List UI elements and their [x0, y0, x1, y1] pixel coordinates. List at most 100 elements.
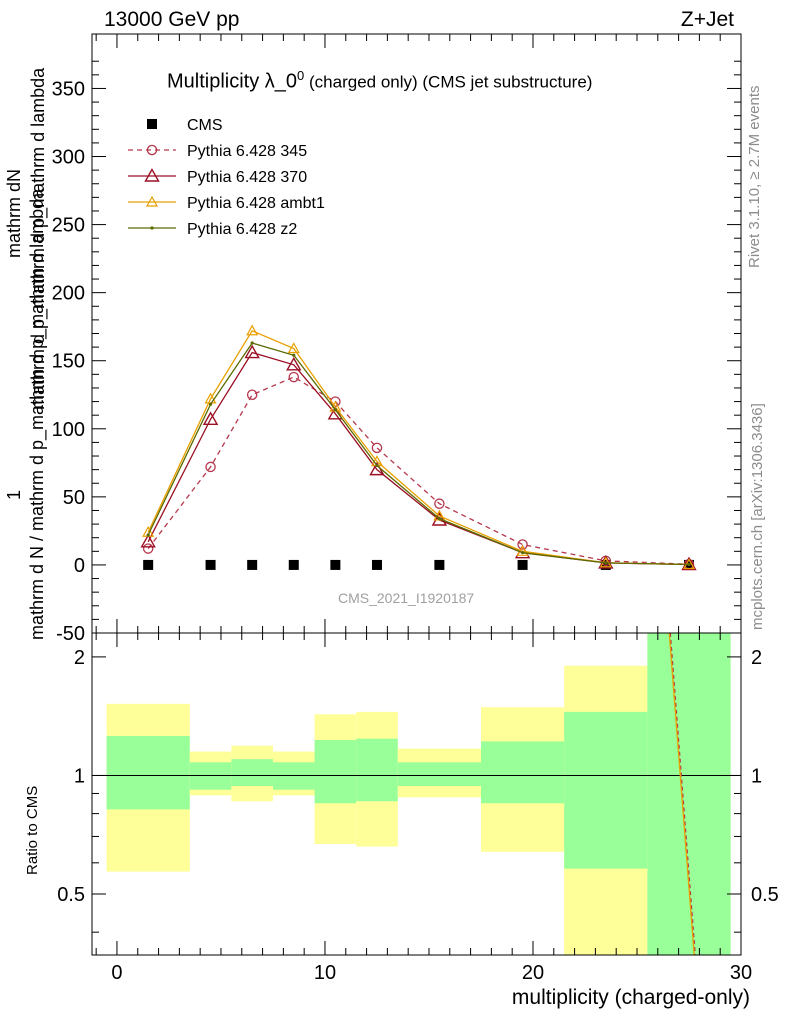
data-point-triangle-small: [287, 342, 300, 354]
data-point-square: [434, 559, 445, 570]
ratio-band-inner: [231, 759, 273, 787]
data-point-triangle: [286, 356, 302, 371]
legend: CMS Pythia 6.428 345 Pythia 6.428 370 Pythi…: [128, 117, 325, 238]
ratio-y-tick-label: 1: [751, 765, 762, 787]
data-point-square: [205, 559, 216, 570]
data-point-dot: [520, 551, 525, 555]
y-tick-label: 150: [52, 351, 85, 373]
data-point-square: [371, 559, 382, 570]
side-label-rivet: Rivet 3.1.10, ≥ 2.7M events: [746, 85, 763, 269]
data-point-square: [143, 559, 154, 570]
ylabel-one: 1: [4, 489, 24, 500]
data-point-triangle: [431, 512, 448, 526]
ratio-band-inner: [272, 762, 315, 790]
plot-title-suffix: (charged only) (CMS jet substructure): [304, 72, 593, 92]
series-pythia-6-428-z2: [146, 341, 691, 567]
plot-title-main: Multiplicity λ_0: [167, 70, 298, 93]
header-left: 13000 GeV pp: [104, 8, 240, 31]
ratio-y-tick-label: 0.5: [57, 884, 85, 906]
data-point-circle: [434, 498, 445, 509]
data-point-circle: [371, 442, 383, 454]
legend-label: Pythia 6.428 ambt1: [187, 195, 325, 212]
data-point-dot: [333, 408, 337, 412]
data-point-dot: [687, 562, 691, 567]
y-tick-label: 0: [74, 555, 85, 577]
x-tick-label: 20: [522, 962, 544, 984]
y-tick-label: 250: [52, 215, 85, 237]
ratio-band-inner: [106, 735, 190, 810]
ylabel-numerator-top: mathrm dN: [4, 168, 24, 258]
series-line: [147, 376, 690, 565]
y-tick-label: 350: [52, 78, 85, 100]
data-point-circle: [146, 144, 158, 156]
legend-label: CMS: [187, 117, 223, 134]
series-pythia-6-428-370: [140, 344, 697, 571]
xlabel: multiplicity (charged-only): [511, 986, 750, 1009]
ratio-y-tick-label: 1: [74, 765, 85, 787]
data-point-circle: [142, 543, 154, 554]
plot-title-sup: 0: [297, 68, 305, 83]
ratio-uncertainty-bands: [106, 633, 731, 955]
ratio-frame: [91, 632, 742, 956]
data-point-triangle-small: [246, 324, 259, 336]
y-tick-label: 50: [63, 487, 85, 509]
ratio-y-tick-label: 2: [74, 647, 85, 669]
series-line: [147, 329, 690, 566]
series-pythia-6-428-ambt1: [142, 324, 696, 570]
data-point-triangle-small: [516, 545, 529, 556]
data-point-circle: [517, 539, 528, 550]
series-pythia-6-428-345: [142, 371, 695, 570]
ratio-band-inner: [647, 633, 731, 955]
ratio-line: [669, 632, 696, 956]
ratio-band-inner: [480, 741, 565, 804]
ratio-y-tick-label: 0.5: [751, 884, 779, 906]
legend-label: Pythia 6.428 z2: [187, 221, 297, 238]
series-line: [147, 351, 690, 566]
data-point-square: [147, 119, 157, 129]
data-point-square: [288, 559, 299, 570]
ratio-band-inner: [564, 711, 648, 869]
y-tick-label: 300: [52, 147, 85, 169]
y-tick-label: 100: [52, 419, 85, 441]
header-right: Z+Jet: [680, 8, 734, 31]
data-point-circle: [246, 389, 258, 401]
data-point-circle: [288, 371, 300, 383]
data-point-triangle: [681, 556, 697, 571]
data-point-dot: [146, 533, 150, 537]
data-point-dot: [437, 517, 441, 521]
ratio-line: [668, 632, 695, 956]
x-tick-label: 0: [111, 962, 122, 984]
ratio-band-inner: [397, 762, 481, 787]
data-point-dot: [250, 341, 254, 345]
data-point-dot: [604, 561, 608, 565]
x-tick-label: 30: [730, 962, 752, 984]
ratio-band-inner: [356, 738, 398, 802]
side-label-mcplots: mcplots.cern.ch [arXiv:1306.3436]: [749, 403, 766, 630]
ratio-band-inner: [189, 762, 232, 790]
data-point-dot: [375, 463, 379, 468]
y-tick-label: -50: [56, 623, 85, 645]
data-point-triangle: [144, 168, 160, 182]
data-point-triangle-small: [145, 195, 159, 207]
legend-label: Pythia 6.428 370: [187, 169, 307, 186]
data-point-triangle: [202, 411, 219, 425]
legend-label: Pythia 6.428 345: [187, 143, 307, 160]
ratio-series-lines: [668, 632, 696, 956]
data-point-triangle: [140, 533, 156, 548]
data-point-triangle: [244, 344, 260, 359]
data-point-circle: [205, 461, 216, 473]
ylabel-denominator: mathrm d N / mathrm d p_mathrm d p_mathr…: [27, 188, 47, 640]
watermark: CMS_2021_I1920187: [338, 590, 475, 606]
series-line: [147, 342, 690, 566]
ratio-ylabel: Ratio to CMS: [24, 785, 41, 875]
data-point-square: [517, 559, 528, 570]
data-point-square: [247, 559, 258, 570]
x-tick-label: 10: [314, 962, 336, 984]
main-series-group: [140, 324, 697, 571]
data-point-square: [330, 559, 341, 570]
ratio-band-inner: [314, 740, 357, 804]
data-point-dot: [208, 402, 213, 406]
y-tick-label: 200: [52, 283, 85, 305]
